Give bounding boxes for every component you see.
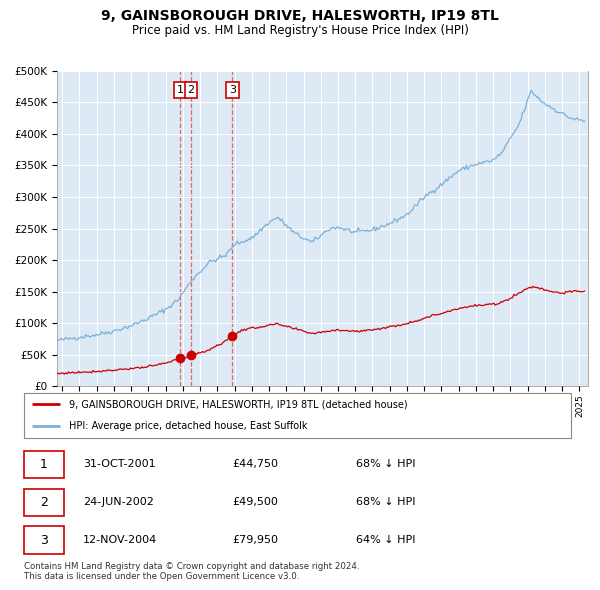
Text: Price paid vs. HM Land Registry's House Price Index (HPI): Price paid vs. HM Land Registry's House … (131, 24, 469, 37)
FancyBboxPatch shape (23, 526, 64, 554)
Text: 9, GAINSBOROUGH DRIVE, HALESWORTH, IP19 8TL (detached house): 9, GAINSBOROUGH DRIVE, HALESWORTH, IP19 … (69, 399, 407, 409)
Text: 12-NOV-2004: 12-NOV-2004 (83, 535, 157, 545)
Text: Contains HM Land Registry data © Crown copyright and database right 2024.
This d: Contains HM Land Registry data © Crown c… (24, 562, 359, 581)
Text: 64% ↓ HPI: 64% ↓ HPI (356, 535, 416, 545)
Text: 1: 1 (40, 458, 48, 471)
Text: 2: 2 (188, 85, 194, 95)
Text: 3: 3 (229, 85, 236, 95)
Text: 31-OCT-2001: 31-OCT-2001 (83, 460, 155, 470)
Text: £44,750: £44,750 (232, 460, 278, 470)
Text: 68% ↓ HPI: 68% ↓ HPI (356, 460, 416, 470)
Text: 1: 1 (176, 85, 184, 95)
Text: 9, GAINSBOROUGH DRIVE, HALESWORTH, IP19 8TL: 9, GAINSBOROUGH DRIVE, HALESWORTH, IP19 … (101, 9, 499, 23)
FancyBboxPatch shape (23, 451, 64, 478)
Text: £79,950: £79,950 (232, 535, 278, 545)
FancyBboxPatch shape (23, 489, 64, 516)
Text: 68% ↓ HPI: 68% ↓ HPI (356, 497, 416, 507)
Text: 2: 2 (40, 496, 48, 509)
Text: 24-JUN-2002: 24-JUN-2002 (83, 497, 154, 507)
FancyBboxPatch shape (23, 393, 571, 438)
Text: HPI: Average price, detached house, East Suffolk: HPI: Average price, detached house, East… (69, 421, 307, 431)
Text: 3: 3 (40, 534, 48, 547)
Text: £49,500: £49,500 (232, 497, 278, 507)
